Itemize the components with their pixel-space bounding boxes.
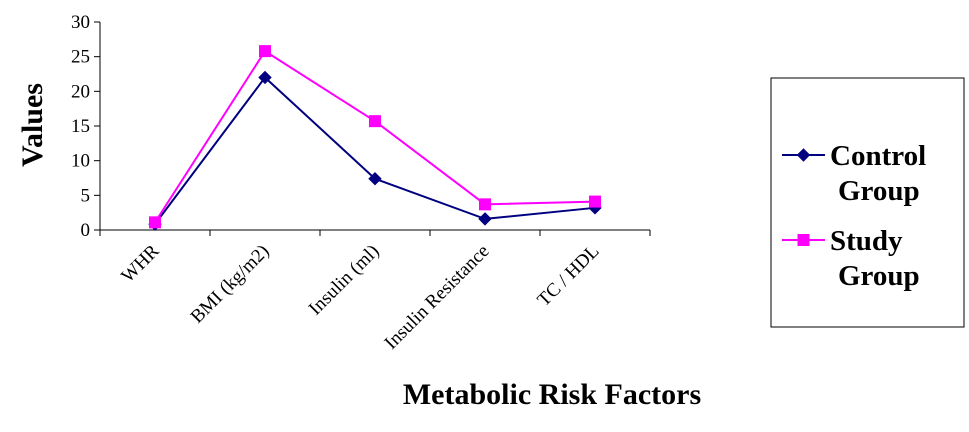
x-axis: WHR BMI (kg/m2) Insulin (ml)Insulin Resist… — [99, 229, 651, 354]
data-point — [479, 198, 491, 211]
y-tick-label: 0 — [81, 220, 91, 241]
y-tick-label: 5 — [81, 185, 91, 206]
y-tick-label: 10 — [71, 151, 90, 172]
legend-label: Control — [830, 140, 926, 172]
y-tick-label: 15 — [71, 116, 90, 137]
y-axis: 0 5 10 15 20 25 30 — [71, 12, 101, 241]
y-axis-title: Values — [16, 83, 49, 167]
series-0 — [148, 70, 602, 231]
legend-swatch-marker — [796, 148, 811, 162]
legend-label: Group — [838, 175, 920, 207]
data-point — [478, 212, 492, 226]
series-line — [154, 75, 596, 225]
series-1 — [149, 45, 601, 229]
legend-label: Study — [830, 225, 903, 257]
data-point — [368, 171, 382, 186]
y-tick-label: 20 — [71, 81, 90, 102]
legend-swatch-marker — [797, 234, 810, 246]
data-point — [258, 70, 272, 85]
x-tick-label: TC / HDL — [533, 241, 603, 311]
y-tick-label: 30 — [71, 12, 90, 33]
x-tick-label: Insulin Resistance — [381, 241, 494, 354]
y-tick-label: 25 — [71, 47, 90, 68]
data-point — [589, 195, 601, 208]
x-tick-label: Insulin (ml) — [305, 241, 384, 320]
data-point — [369, 115, 381, 128]
data-point — [149, 216, 161, 229]
x-tick-label: BMI (kg/m2) — [187, 241, 274, 328]
x-axis-title: Metabolic Risk Factors — [403, 378, 701, 411]
x-tick-label: WHR — [117, 240, 163, 286]
series-layer — [148, 45, 602, 231]
data-point — [259, 45, 271, 58]
legend-label: Group — [838, 260, 920, 292]
legend-box — [770, 77, 965, 328]
